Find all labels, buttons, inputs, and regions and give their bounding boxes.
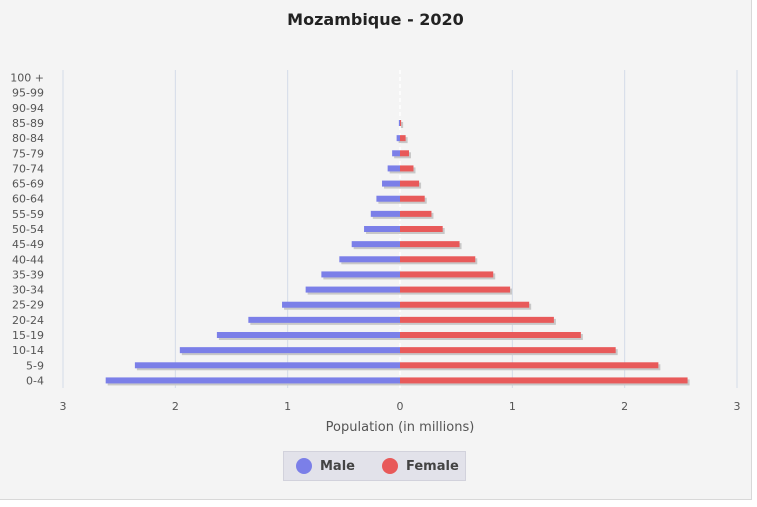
female-bar[interactable] — [400, 180, 420, 187]
age-labels: 0-4 5-9 10-14 15-19 20-24 25-29 30-34 35-39 40-4… — [10, 72, 44, 388]
female-bar[interactable] — [400, 135, 406, 142]
age-group-label: 40-44 — [12, 253, 44, 266]
age-group-label: 70-74 — [12, 162, 44, 175]
legend: Male Female — [283, 451, 466, 481]
legend-label-male: Male — [320, 459, 355, 474]
female-bar[interactable] — [400, 316, 554, 323]
male-bar[interactable] — [216, 332, 400, 338]
male-bar[interactable] — [364, 226, 400, 232]
male-bar[interactable] — [396, 135, 400, 142]
x-axis-title: Population (in millions) — [325, 420, 475, 435]
x-tick-label: 3 — [734, 400, 741, 413]
female-bar[interactable] — [400, 150, 409, 157]
female-bar[interactable] — [400, 226, 443, 232]
male-bar[interactable] — [370, 210, 400, 217]
female-bar[interactable] — [400, 377, 688, 384]
x-tick-label: 2 — [621, 400, 628, 413]
age-group-label: 85-89 — [12, 117, 44, 130]
age-group-label: 0-4 — [26, 374, 44, 387]
female-bar[interactable] — [400, 332, 581, 338]
age-group-label: 25-29 — [12, 299, 44, 312]
female-bar[interactable] — [400, 347, 616, 354]
female-bar[interactable] — [400, 165, 414, 172]
male-bar[interactable] — [392, 150, 400, 157]
male-bar[interactable] — [382, 180, 400, 187]
x-tick-labels: 3 2 1 0 1 2 3 — [60, 400, 741, 413]
male-bar[interactable] — [179, 347, 400, 354]
x-tick-label: 1 — [509, 400, 516, 413]
age-group-label: 35-39 — [12, 268, 44, 281]
male-bar[interactable] — [387, 165, 400, 172]
age-group-label: 15-19 — [12, 329, 44, 342]
female-bar[interactable] — [400, 195, 425, 202]
age-group-label: 65-69 — [12, 178, 44, 191]
x-tick-label: 0 — [397, 400, 404, 413]
age-group-label: 75-79 — [12, 147, 44, 160]
age-group-label: 10-14 — [12, 344, 44, 357]
male-bar[interactable] — [248, 316, 400, 323]
male-bar[interactable] — [305, 286, 400, 293]
chart-title: Mozambique - 2020 — [287, 10, 464, 29]
male-bar[interactable] — [351, 241, 400, 248]
x-tick-label: 2 — [172, 400, 179, 413]
age-group-label: 60-64 — [12, 193, 44, 206]
male-bar[interactable] — [105, 377, 400, 384]
female-bar[interactable] — [400, 301, 530, 308]
x-tick-label: 1 — [284, 400, 291, 413]
female-bar-shadow — [402, 122, 404, 128]
female-bar[interactable] — [400, 210, 432, 217]
age-group-label: 80-84 — [12, 132, 44, 145]
population-pyramid-chart: 0-4 5-9 10-14 15-19 20-24 25-29 30-34 35-39 40-4… — [10, 70, 741, 413]
age-group-label: 90-94 — [12, 102, 44, 115]
female-bar[interactable] — [400, 271, 494, 278]
male-bar[interactable] — [134, 362, 401, 369]
legend-label-female: Female — [406, 459, 459, 474]
age-group-label: 20-24 — [12, 314, 44, 327]
female-bar[interactable] — [400, 286, 511, 293]
chart-frame: Mozambique - 2020 0-4 5-9 10-14 15-19 20-24 2… — [0, 0, 752, 500]
age-group-label: 5-9 — [26, 359, 44, 372]
male-bar[interactable] — [282, 301, 400, 308]
x-tick-label: 3 — [60, 400, 67, 413]
male-dot-icon — [296, 458, 312, 474]
male-bar[interactable] — [321, 271, 400, 278]
female-bar[interactable] — [400, 120, 402, 126]
age-group-label: 45-49 — [12, 238, 44, 251]
female-dot-icon — [382, 458, 398, 474]
female-bar[interactable] — [400, 256, 476, 263]
bars — [105, 120, 690, 386]
age-group-label: 30-34 — [12, 284, 44, 297]
male-bar[interactable] — [398, 120, 400, 126]
age-group-label: 100 + — [10, 72, 44, 85]
male-bar-shadow — [400, 122, 402, 128]
male-bar[interactable] — [339, 256, 400, 263]
age-group-label: 95-99 — [12, 87, 44, 100]
age-group-label: 55-59 — [12, 208, 44, 221]
male-bar[interactable] — [376, 195, 400, 202]
female-bar[interactable] — [400, 362, 659, 369]
age-group-label: 50-54 — [12, 223, 44, 236]
female-bar[interactable] — [400, 241, 460, 248]
